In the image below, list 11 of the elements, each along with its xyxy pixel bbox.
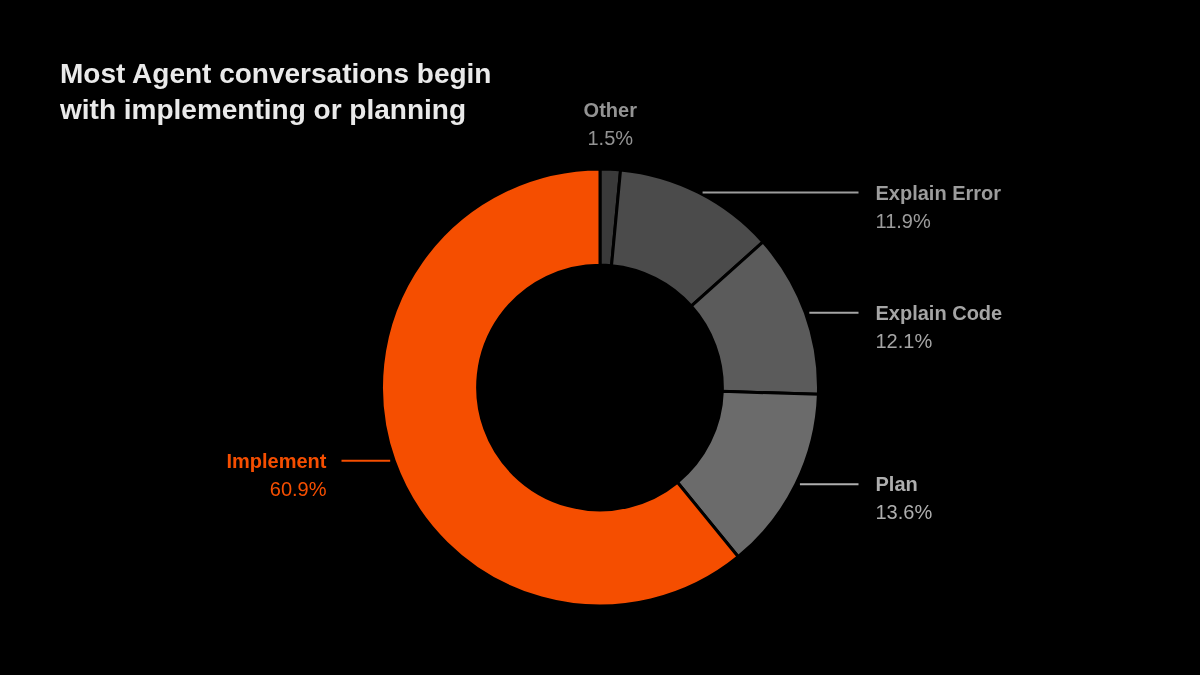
data-label: 60.9% bbox=[269, 477, 327, 500]
data-label: 13.6% bbox=[875, 501, 933, 524]
slice-label: Plan bbox=[875, 473, 918, 496]
slice-label: Explain Code bbox=[875, 301, 1003, 324]
slice-label: Implement bbox=[226, 449, 327, 472]
data-label: 1.5% bbox=[587, 127, 634, 150]
data-label: 12.1% bbox=[875, 329, 933, 352]
chart-title: Most Agent conversations begin with implementing or planning bbox=[60, 57, 492, 127]
slice-label: Explain Error bbox=[875, 181, 1002, 204]
data-label: 11.9% bbox=[875, 209, 931, 232]
slice-label: Other bbox=[583, 99, 638, 122]
